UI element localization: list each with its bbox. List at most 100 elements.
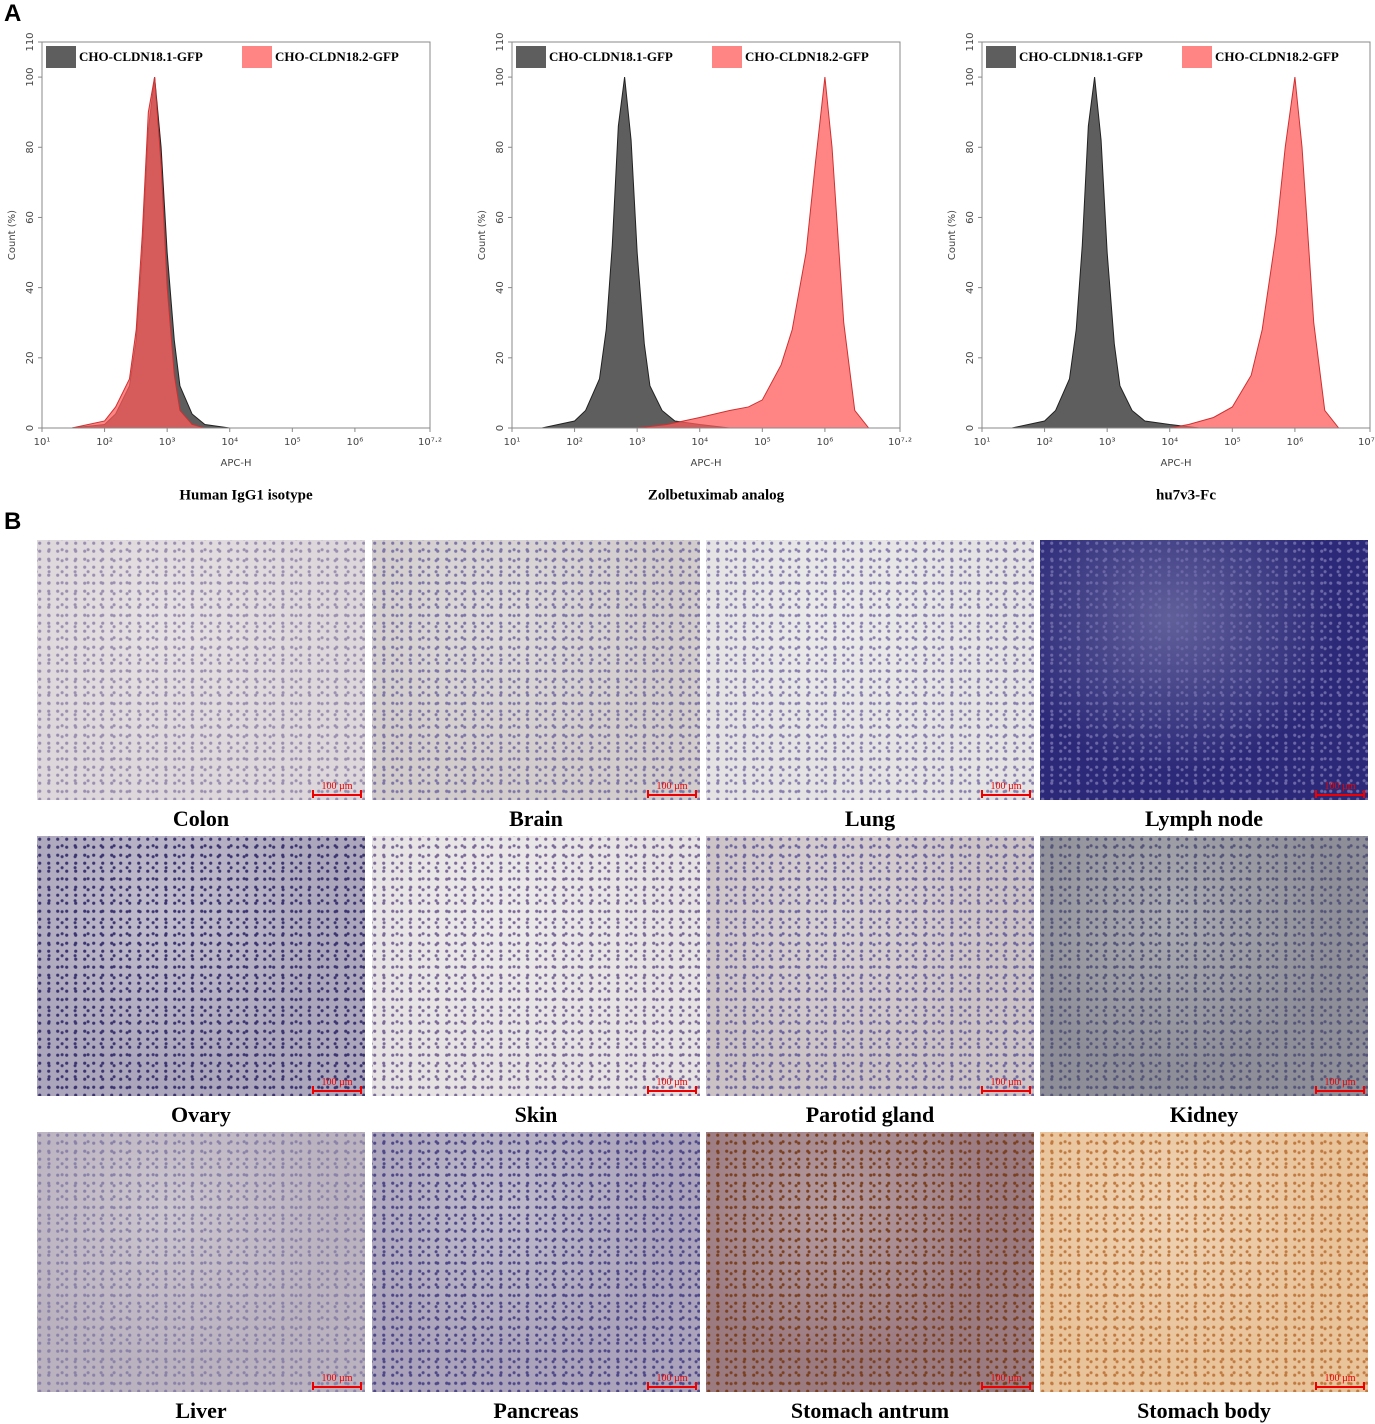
legend-swatch <box>46 46 76 68</box>
tissue-texture <box>706 1132 1034 1392</box>
scale-bar: 100 µm <box>312 781 362 798</box>
x-tick-label: 10⁵ <box>1224 437 1241 448</box>
legend-swatch <box>242 46 272 68</box>
tissue-texture <box>1040 836 1368 1096</box>
tissue-label: Lymph node <box>1145 806 1263 831</box>
y-axis-label: Count (%) <box>7 210 18 260</box>
legend-swatch <box>516 46 546 68</box>
plot-frame <box>981 41 1371 429</box>
tissue-label: Parotid gland <box>805 1102 935 1127</box>
scale-bar-label: 100 µm <box>1324 781 1356 792</box>
legend-swatch <box>986 46 1016 68</box>
scale-bar: 100 µm <box>312 1077 362 1094</box>
x-tick-label: 10¹ <box>34 437 51 448</box>
scale-bar-label: 100 µm <box>321 781 353 792</box>
tissue-image: 100 µm <box>1040 540 1368 800</box>
panel-label: B <box>4 508 22 535</box>
tissue-image: 100 µm <box>37 540 365 800</box>
x-tick-label: 10⁶ <box>347 437 364 448</box>
x-tick-label: 10² <box>566 437 583 448</box>
y-axis-label: Count (%) <box>477 210 488 260</box>
chart-subtitle: Human IgG1 isotype <box>179 487 313 503</box>
chart-subtitle: hu7v3-Fc <box>1156 487 1216 503</box>
y-tick-label: 100 <box>495 68 506 87</box>
y-axis-label: Count (%) <box>947 210 958 260</box>
scale-bar: 100 µm <box>312 1373 362 1390</box>
scale-bar: 100 µm <box>647 781 697 798</box>
legend-swatch <box>1182 46 1212 68</box>
x-tick-label: 10⁵ <box>754 437 771 448</box>
tissue-label: Stomach antrum <box>790 1398 950 1423</box>
y-tick-label: 80 <box>25 141 36 154</box>
scale-bar: 100 µm <box>1315 781 1365 798</box>
scale-bar: 100 µm <box>1315 1373 1365 1390</box>
y-tick-label: 40 <box>25 281 36 294</box>
histogram-area <box>1011 77 1200 429</box>
tissue-texture <box>37 1132 365 1392</box>
histogram-area <box>637 77 870 429</box>
y-tick-label: 100 <box>965 68 976 87</box>
x-tick-label: 10² <box>1036 437 1053 448</box>
y-tick-label: 60 <box>495 211 506 224</box>
legend-label: CHO-CLDN18.2-GFP <box>1215 49 1339 64</box>
legend-swatch <box>712 46 742 68</box>
plot-frame <box>511 41 901 429</box>
y-tick-label: 100 <box>25 68 36 87</box>
y-tick-label: 110 <box>965 32 976 51</box>
y-tick-label: 0 <box>495 425 506 431</box>
scale-bar-label: 100 µm <box>656 1373 688 1384</box>
tissue-image: 100 µm <box>1040 836 1368 1096</box>
x-tick-label: 10⁷·² <box>418 437 442 448</box>
tissue-texture <box>37 540 365 800</box>
tissue-texture <box>706 836 1034 1096</box>
tissue-image: 100 µm <box>706 540 1034 800</box>
histogram-area <box>1169 77 1340 429</box>
tissue-texture <box>372 1132 700 1392</box>
tissue-texture <box>706 540 1034 800</box>
legend-label: CHO-CLDN18.1-GFP <box>549 49 673 64</box>
legend-label: CHO-CLDN18.1-GFP <box>79 49 203 64</box>
scale-bar-label: 100 µm <box>656 1077 688 1088</box>
tissue-label: Ovary <box>171 1102 231 1127</box>
tissue-texture <box>372 540 700 800</box>
scale-bar-label: 100 µm <box>990 1373 1022 1384</box>
x-tick-label: 10¹ <box>504 437 521 448</box>
x-tick-label: 10³ <box>629 437 646 448</box>
scale-bar: 100 µm <box>647 1373 697 1390</box>
x-tick-label: 10⁴ <box>691 437 708 448</box>
y-tick-label: 0 <box>25 425 36 431</box>
tissue-texture <box>372 836 700 1096</box>
x-axis-label: APC-H <box>691 458 722 469</box>
tissue-image: 100 µm <box>706 836 1034 1096</box>
scale-bar: 100 µm <box>981 1373 1031 1390</box>
x-tick-label: 10⁶ <box>1287 437 1304 448</box>
tissue-label: Kidney <box>1169 1102 1239 1127</box>
tissue-label: Skin <box>514 1102 558 1127</box>
panel-label: A <box>4 0 22 27</box>
legend-label: CHO-CLDN18.2-GFP <box>275 49 399 64</box>
legend-label: CHO-CLDN18.1-GFP <box>1019 49 1143 64</box>
chart-subtitle: Zolbetuximab analog <box>648 487 785 503</box>
y-tick-label: 60 <box>25 211 36 224</box>
tissue-image: 100 µm <box>37 836 365 1096</box>
x-tick-label: 10⁶ <box>817 437 834 448</box>
scale-bar: 100 µm <box>647 1077 697 1094</box>
tissue-texture <box>37 836 365 1096</box>
x-tick-label: 10⁴ <box>221 437 238 448</box>
scale-bar: 100 µm <box>981 781 1031 798</box>
x-tick-label: 10³ <box>159 437 176 448</box>
y-tick-label: 20 <box>25 351 36 364</box>
y-tick-label: 40 <box>495 281 506 294</box>
x-tick-label: 10³ <box>1099 437 1116 448</box>
tissue-label: Colon <box>172 806 230 831</box>
scale-bar-label: 100 µm <box>1324 1077 1356 1088</box>
tissue-label: Lung <box>844 806 896 831</box>
scale-bar: 100 µm <box>981 1077 1031 1094</box>
histogram-area <box>71 77 260 429</box>
histograms: CHO-CLDN18.1-GFP CHO-CLDN18.2-GFP 0 20 40 60 8… <box>7 32 1375 503</box>
tissue-label: Pancreas <box>493 1398 579 1423</box>
tissue-label: Liver <box>175 1398 227 1423</box>
tissue-image: 100 µm <box>372 836 700 1096</box>
x-axis-label: APC-H <box>221 458 252 469</box>
